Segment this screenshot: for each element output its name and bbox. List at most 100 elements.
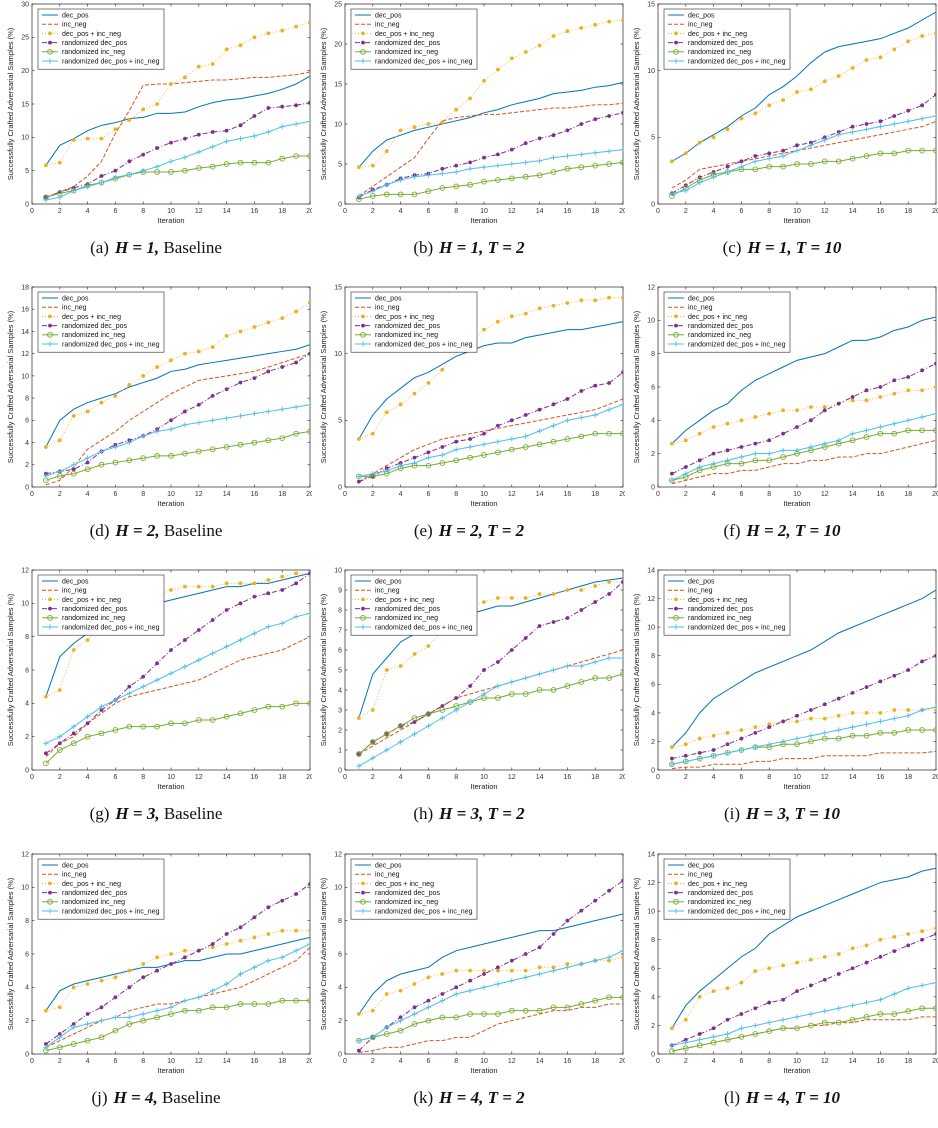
data-point [169, 82, 173, 86]
data-point [795, 720, 799, 724]
y-axis-title: Successfully Crafted Adversarial Samples… [6, 877, 15, 1030]
data-point [294, 25, 298, 29]
x-tick-label: 6 [426, 1058, 430, 1065]
subfigure-caption: (c)H = 1, T = 10 [626, 238, 938, 258]
x-tick-label: 2 [371, 774, 375, 781]
data-point [552, 932, 556, 936]
data-point [253, 376, 257, 380]
legend-label: dec_pos + inc_neg [688, 314, 747, 321]
x-tick-label: 16 [564, 1058, 572, 1065]
data-point [524, 50, 528, 54]
legend-label: inc_neg [688, 588, 713, 595]
data-point [127, 118, 131, 122]
data-point [58, 438, 62, 442]
data-point [308, 571, 312, 575]
caption-parameters: H = 2, T = 2 [439, 521, 524, 540]
x-tick-label: 14 [536, 1058, 544, 1065]
x-axis-title: Iteration [470, 499, 497, 508]
data-point [781, 98, 785, 102]
data-point [482, 972, 486, 976]
data-point [781, 408, 785, 412]
data-point [44, 445, 48, 449]
data-point [579, 909, 583, 913]
x-tick-label: 16 [251, 491, 259, 498]
data-point [427, 381, 431, 385]
legend-marker [361, 598, 365, 602]
x-tick-label: 14 [536, 774, 544, 781]
y-tick-label: 10 [334, 121, 342, 128]
data-point [593, 23, 597, 27]
subfigure-caption: (h)H = 3, T = 2 [313, 804, 625, 824]
data-point [795, 90, 799, 94]
data-point [607, 889, 611, 893]
x-tick-label: 8 [454, 208, 458, 215]
data-point [607, 580, 611, 584]
data-point [239, 43, 243, 47]
y-tick-label: 4 [338, 985, 342, 992]
data-point [440, 972, 444, 976]
data-point [712, 1026, 716, 1030]
caption-setting: Baseline [162, 1088, 221, 1107]
data-point [482, 432, 486, 436]
data-point [726, 1018, 730, 1022]
x-tick-label: 16 [251, 208, 259, 215]
data-point [496, 660, 500, 664]
x-tick-label: 0 [30, 491, 34, 498]
legend-label: inc_neg [375, 22, 400, 29]
data-point [266, 932, 270, 936]
y-tick-label: 4 [651, 994, 655, 1001]
data-point [482, 969, 486, 973]
legend-label: randomized dec_pos [62, 890, 127, 897]
x-tick-label: 18 [904, 774, 912, 781]
data-point [906, 944, 910, 948]
y-tick-label: 8 [651, 653, 655, 660]
x-tick-label: 12 [195, 208, 203, 215]
data-point [740, 1012, 744, 1016]
data-point [566, 129, 570, 133]
data-point [781, 998, 785, 1002]
data-point [454, 440, 458, 444]
data-point [670, 472, 674, 476]
y-tick-label: 4 [25, 701, 29, 708]
data-point [169, 588, 173, 592]
data-point [865, 388, 869, 392]
legend-label: randomized dec_pos [62, 323, 127, 330]
x-tick-label: 2 [684, 774, 688, 781]
caption-label: (k) [413, 1088, 433, 1107]
data-point [865, 685, 869, 689]
y-tick-label: 8 [651, 937, 655, 944]
data-point [86, 461, 90, 465]
subfigure-caption: (b)H = 1, T = 2 [313, 238, 625, 258]
data-point [155, 661, 159, 665]
data-point [795, 989, 799, 993]
y-tick-label: 5 [25, 168, 29, 175]
data-point [413, 456, 417, 460]
x-tick-label: 16 [877, 491, 885, 498]
y-tick-label: 14 [21, 329, 29, 336]
data-point [482, 600, 486, 604]
y-tick-label: 25 [21, 35, 29, 42]
data-point [621, 111, 625, 115]
data-point [510, 596, 514, 600]
data-point [879, 955, 883, 959]
data-point [496, 969, 500, 973]
data-point [496, 68, 500, 72]
y-tick-label: 0 [338, 767, 342, 774]
legend-label: dec_pos + inc_neg [375, 314, 434, 321]
y-tick-label: 0 [338, 1051, 342, 1058]
y-tick-label: 1 [338, 747, 342, 754]
x-tick-label: 0 [656, 1058, 660, 1065]
y-tick-label: 15 [21, 101, 29, 108]
subfigure-caption: (l)H = 4, T = 10 [626, 1088, 938, 1108]
data-point [510, 57, 514, 61]
legend-label: randomized dec_pos [688, 323, 753, 330]
y-tick-label: 0 [25, 484, 29, 491]
data-point [58, 161, 62, 165]
data-point [538, 945, 542, 949]
data-point [155, 146, 159, 150]
data-point [892, 392, 896, 396]
x-tick-label: 14 [849, 208, 857, 215]
